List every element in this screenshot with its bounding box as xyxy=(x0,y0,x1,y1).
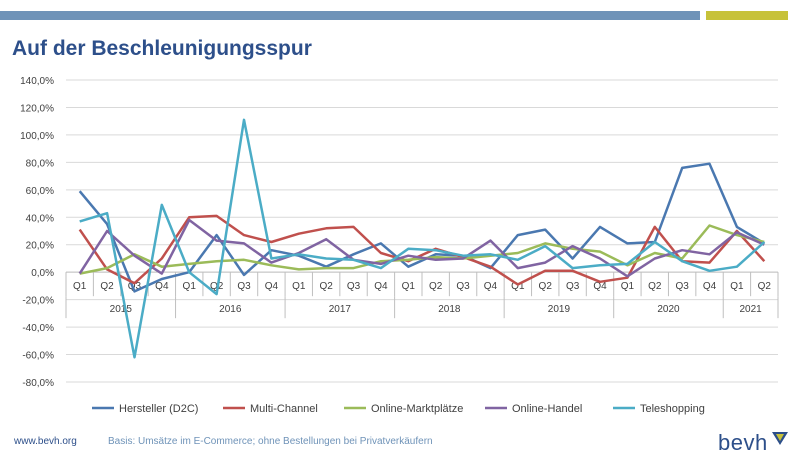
legend-label: Hersteller (D2C) xyxy=(119,403,198,415)
series-lines xyxy=(78,118,766,359)
x-tick-label: Q2 xyxy=(758,281,772,292)
series-line xyxy=(79,118,766,359)
footer-note: Basis: Umsätze im E-Commerce; ohne Beste… xyxy=(108,436,433,447)
x-tick-label: Q1 xyxy=(511,281,525,292)
x-tick-label: Q2 xyxy=(100,281,114,292)
y-tick-label: -20,0% xyxy=(22,296,54,307)
y-tick-label: 100,0% xyxy=(20,131,54,142)
x-tick-label: Q2 xyxy=(319,281,333,292)
x-tick-label: Q4 xyxy=(703,281,717,292)
year-label: 2019 xyxy=(548,304,571,315)
year-label: 2018 xyxy=(438,304,461,315)
chart-title: Auf der Beschleunigungsspur xyxy=(12,37,312,60)
legend-label: Online-Marktplätze xyxy=(371,403,463,415)
x-tick-label: Q4 xyxy=(374,281,388,292)
y-axis-ticks: -80,0% -60,0% -40,0% -20,0% 0,0% 20,0% 40,0% 60… xyxy=(20,76,54,389)
legend-label: Multi-Channel xyxy=(250,403,318,415)
x-tick-label: Q3 xyxy=(566,281,580,292)
y-tick-label: 40,0% xyxy=(26,213,54,224)
y-tick-label: 60,0% xyxy=(26,186,54,197)
chart-legend: Hersteller (D2C) Multi-Channel Online-Mark… xyxy=(92,403,705,415)
x-tick-label: Q1 xyxy=(730,281,744,292)
chart-gridlines xyxy=(66,79,778,383)
x-tick-label: Q3 xyxy=(456,281,470,292)
year-label: 2017 xyxy=(329,304,352,315)
header-bar-blue xyxy=(0,11,700,20)
x-tick-label: Q4 xyxy=(593,281,607,292)
x-axis: Q1 Q2 Q3 Q4 Q1 Q2 Q3 Q4 Q1 Q2 Q3 Q4 Q1 Q2 Q3 Q4 Q1 Q2 Q3 Q4… xyxy=(65,271,779,319)
year-label: 2021 xyxy=(739,304,762,315)
y-tick-label: 140,0% xyxy=(20,76,54,87)
header-bar-yellow xyxy=(706,11,788,20)
x-tick-label: Q2 xyxy=(539,281,553,292)
x-tick-label: Q2 xyxy=(648,281,662,292)
x-tick-label: Q3 xyxy=(237,281,251,292)
bevh-logo-icon xyxy=(772,432,788,445)
x-tick-label: Q3 xyxy=(128,281,142,292)
y-tick-label: 20,0% xyxy=(26,241,54,252)
x-tick-label: Q1 xyxy=(73,281,87,292)
y-tick-label: 120,0% xyxy=(20,103,54,114)
series-line xyxy=(78,214,766,286)
legend-label: Online-Handel xyxy=(512,403,582,415)
y-tick-label: 80,0% xyxy=(26,158,54,169)
year-label: 2020 xyxy=(657,304,680,315)
x-tick-label: Q4 xyxy=(265,281,279,292)
legend-label: Teleshopping xyxy=(640,403,705,415)
year-label: 2016 xyxy=(219,304,242,315)
bevh-logo: bevh xyxy=(718,430,768,455)
year-label: 2015 xyxy=(110,304,133,315)
y-tick-label: -80,0% xyxy=(22,378,54,389)
x-tick-label: Q4 xyxy=(155,281,169,292)
footer-url[interactable]: www.bevh.org xyxy=(14,436,77,447)
x-tick-label: Q1 xyxy=(183,281,197,292)
x-tick-label: Q3 xyxy=(347,281,361,292)
y-tick-label: -40,0% xyxy=(22,323,54,334)
y-tick-label: 0,0% xyxy=(31,268,54,279)
x-tick-label: Q4 xyxy=(484,281,498,292)
y-tick-label: -60,0% xyxy=(22,351,54,362)
x-tick-label: Q1 xyxy=(402,281,416,292)
x-tick-label: Q3 xyxy=(675,281,689,292)
series-line xyxy=(78,162,765,293)
x-tick-label: Q2 xyxy=(429,281,443,292)
x-tick-label: Q1 xyxy=(621,281,635,292)
series-line xyxy=(78,218,765,278)
x-tick-label: Q1 xyxy=(292,281,306,292)
